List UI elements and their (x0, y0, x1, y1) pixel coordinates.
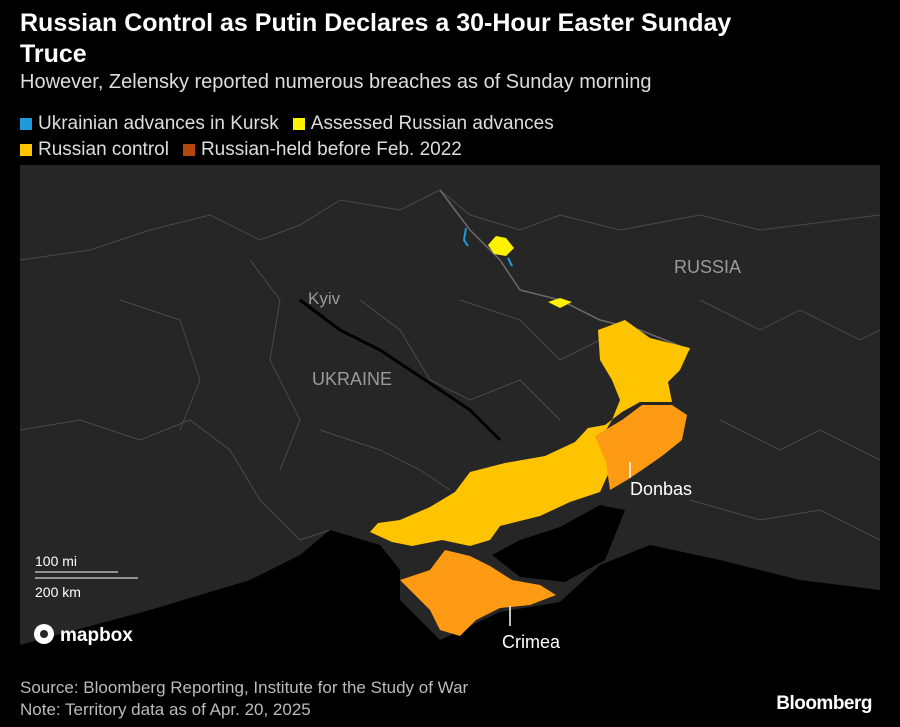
legend-swatch (292, 118, 305, 130)
legend-label: Russian-held before Feb. 2022 (200, 139, 462, 160)
label-russia: RUSSIA (674, 257, 741, 277)
scale-km: 200 km (35, 584, 81, 600)
legend-item: Ukrainian advances in Kursk (20, 113, 279, 135)
label-crimea: Crimea (502, 632, 561, 652)
mapbox-logo (40, 630, 48, 638)
region-russian-control (370, 320, 690, 546)
label-donbas: Donbas (630, 479, 692, 499)
source: Source: Bloomberg Reporting, Institute f… (20, 678, 469, 697)
region-assessed-advance (548, 298, 572, 308)
region-donbas (595, 405, 687, 490)
scale-miles: 100 mi (35, 553, 77, 569)
legend-row: Russian control Russian-held before Feb.… (20, 139, 462, 161)
region-crimea (400, 550, 556, 636)
legend-row: Ukrainian advances in Kursk Assessed Rus… (20, 113, 554, 135)
legend-item: Russian-held before Feb. 2022 (182, 139, 462, 161)
label-kyiv: Kyiv (308, 289, 341, 308)
brand: Bloomberg (776, 693, 872, 714)
river (299, 298, 502, 442)
legend-item: Assessed Russian advances (292, 113, 554, 135)
map: RUSSIA Kyiv UKRAINE Donbas Crimea 100 mi… (20, 165, 880, 660)
subtitle: However, Zelensky reported numerous brea… (20, 71, 652, 93)
note: Note: Territory data as of Apr. 20, 2025 (20, 700, 311, 719)
sea-of-azov (492, 505, 625, 582)
region-ukrainian-advance (507, 257, 513, 267)
attribution[interactable]: mapbox (60, 625, 133, 646)
legend-swatch (20, 118, 32, 130)
legend-swatch (20, 144, 32, 156)
title: Russian Control as Putin Declares a 30-H… (20, 9, 732, 68)
legend-label: Russian control (38, 139, 169, 160)
legend-label: Assessed Russian advances (310, 113, 554, 134)
label-ukraine: UKRAINE (312, 369, 392, 389)
sea (20, 530, 880, 660)
legend-item: Russian control (20, 139, 169, 161)
legend-swatch (182, 144, 195, 156)
borders (20, 189, 880, 541)
legend-label: Ukrainian advances in Kursk (38, 113, 279, 134)
region-assessed-advance (488, 236, 514, 256)
region-ukrainian-advance (462, 227, 469, 247)
